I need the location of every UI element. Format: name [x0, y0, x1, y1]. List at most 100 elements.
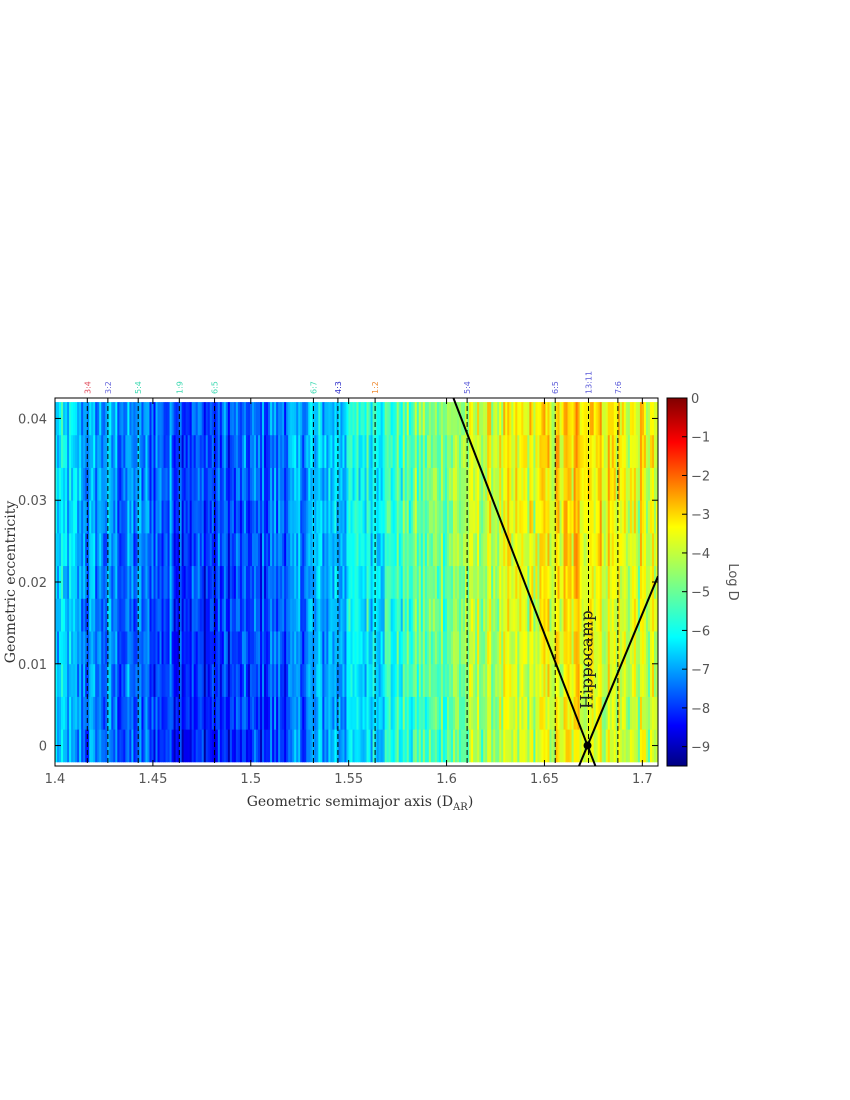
heatmap-cell	[119, 532, 122, 567]
heatmap-cell	[169, 402, 172, 436]
heatmap-cell	[332, 500, 335, 534]
heatmap-cell	[605, 500, 609, 534]
heatmap-cell	[306, 696, 309, 730]
heatmap-cell	[233, 565, 237, 599]
heatmap-cell	[139, 500, 142, 534]
heatmap-cell	[557, 402, 560, 436]
heatmap-cell	[290, 467, 293, 501]
heatmap-cell	[322, 565, 325, 599]
heatmap-cell	[621, 663, 625, 697]
heatmap-cell	[410, 663, 414, 697]
heatmap-cell	[61, 532, 64, 567]
heatmap-cell	[364, 696, 367, 730]
heatmap-cell	[531, 434, 534, 468]
heatmap-cell	[475, 729, 478, 763]
heatmap-cell	[440, 467, 444, 501]
heatmap-cell	[113, 729, 116, 763]
heatmap-cell	[217, 467, 221, 501]
heatmap-cell	[428, 434, 432, 468]
heatmap-cell	[533, 729, 536, 763]
heatmap-cell	[211, 402, 215, 436]
heatmap-cell	[141, 402, 144, 436]
heatmap-cell	[541, 434, 544, 468]
heatmap-cell	[487, 598, 490, 632]
heatmap-cell	[364, 598, 367, 632]
heatmap-cell	[241, 598, 245, 632]
heatmap-cell	[440, 402, 444, 436]
heatmap-cell	[430, 696, 434, 730]
heatmap-cell	[416, 532, 420, 567]
heatmap-cell	[117, 565, 120, 599]
heatmap-cell	[332, 696, 335, 730]
heatmap-cell	[197, 500, 201, 534]
heatmap-cell	[310, 729, 313, 763]
heatmap-cell	[400, 532, 404, 567]
heatmap-cell	[243, 696, 247, 730]
heatmap-cell	[465, 663, 468, 697]
heatmap-cell	[322, 729, 325, 763]
heatmap-cell	[199, 631, 203, 665]
heatmap-cell	[579, 663, 583, 697]
heatmap-cell	[231, 434, 235, 468]
heatmap-cell	[260, 696, 263, 730]
heatmap-cell	[237, 402, 241, 436]
heatmap-cell	[288, 631, 291, 665]
heatmap-cell	[264, 696, 267, 730]
heatmap-cell	[533, 696, 536, 730]
heatmap-cell	[159, 402, 162, 436]
heatmap-cell	[99, 631, 102, 665]
heatmap-cell	[593, 402, 597, 436]
heatmap-cell	[625, 631, 629, 665]
heatmap-cell	[165, 402, 168, 436]
heatmap-cell	[537, 631, 540, 665]
heatmap-cell	[370, 434, 373, 468]
heatmap-cell	[141, 598, 144, 632]
heatmap-cell	[481, 729, 484, 763]
heatmap-cell	[187, 631, 191, 665]
heatmap-cell	[59, 467, 62, 501]
heatmap-cell	[491, 663, 494, 697]
heatmap-cell	[262, 532, 265, 567]
heatmap-cell	[376, 467, 380, 501]
heatmap-cell	[362, 598, 365, 632]
heatmap-cell	[298, 500, 301, 534]
heatmap-cell	[175, 696, 179, 730]
heatmap-cell	[57, 631, 60, 665]
heatmap-cell	[392, 631, 396, 665]
heatmap-cell	[627, 532, 631, 567]
heatmap-cell	[511, 500, 514, 534]
heatmap-cell	[292, 729, 295, 763]
resonance-label: 3:2	[104, 381, 113, 394]
heatmap-cell	[187, 532, 191, 567]
heatmap-cell	[205, 500, 209, 534]
heatmap-cell	[65, 696, 68, 730]
heatmap-cell	[111, 598, 114, 632]
heatmap-cell	[304, 434, 307, 468]
heatmap-cell	[523, 434, 526, 468]
heatmap-cell	[191, 467, 195, 501]
heatmap-cell	[247, 565, 251, 599]
heatmap-cell	[645, 729, 649, 763]
heatmap-cell	[197, 467, 201, 501]
heatmap-cell	[207, 631, 211, 665]
heatmap-cell	[294, 434, 297, 468]
heatmap-cell	[340, 467, 343, 501]
heatmap-cell	[362, 532, 365, 567]
heatmap-cell	[627, 696, 631, 730]
heatmap-cell	[575, 500, 578, 534]
heatmap-cell	[509, 696, 512, 730]
heatmap-cell	[471, 696, 474, 730]
heatmap-cell	[537, 598, 540, 632]
heatmap-cell	[631, 434, 635, 468]
heatmap-cell	[434, 402, 438, 436]
heatmap-cell	[316, 532, 319, 567]
heatmap-cell	[97, 434, 100, 468]
heatmap-cell	[71, 696, 74, 730]
heatmap-cell	[583, 402, 587, 436]
heatmap-cell	[617, 402, 621, 436]
heatmap-cell	[229, 729, 233, 763]
heatmap-cell	[615, 532, 619, 567]
heatmap-cell	[175, 565, 179, 599]
heatmap-cell	[151, 663, 154, 697]
heatmap-cell	[380, 402, 384, 436]
